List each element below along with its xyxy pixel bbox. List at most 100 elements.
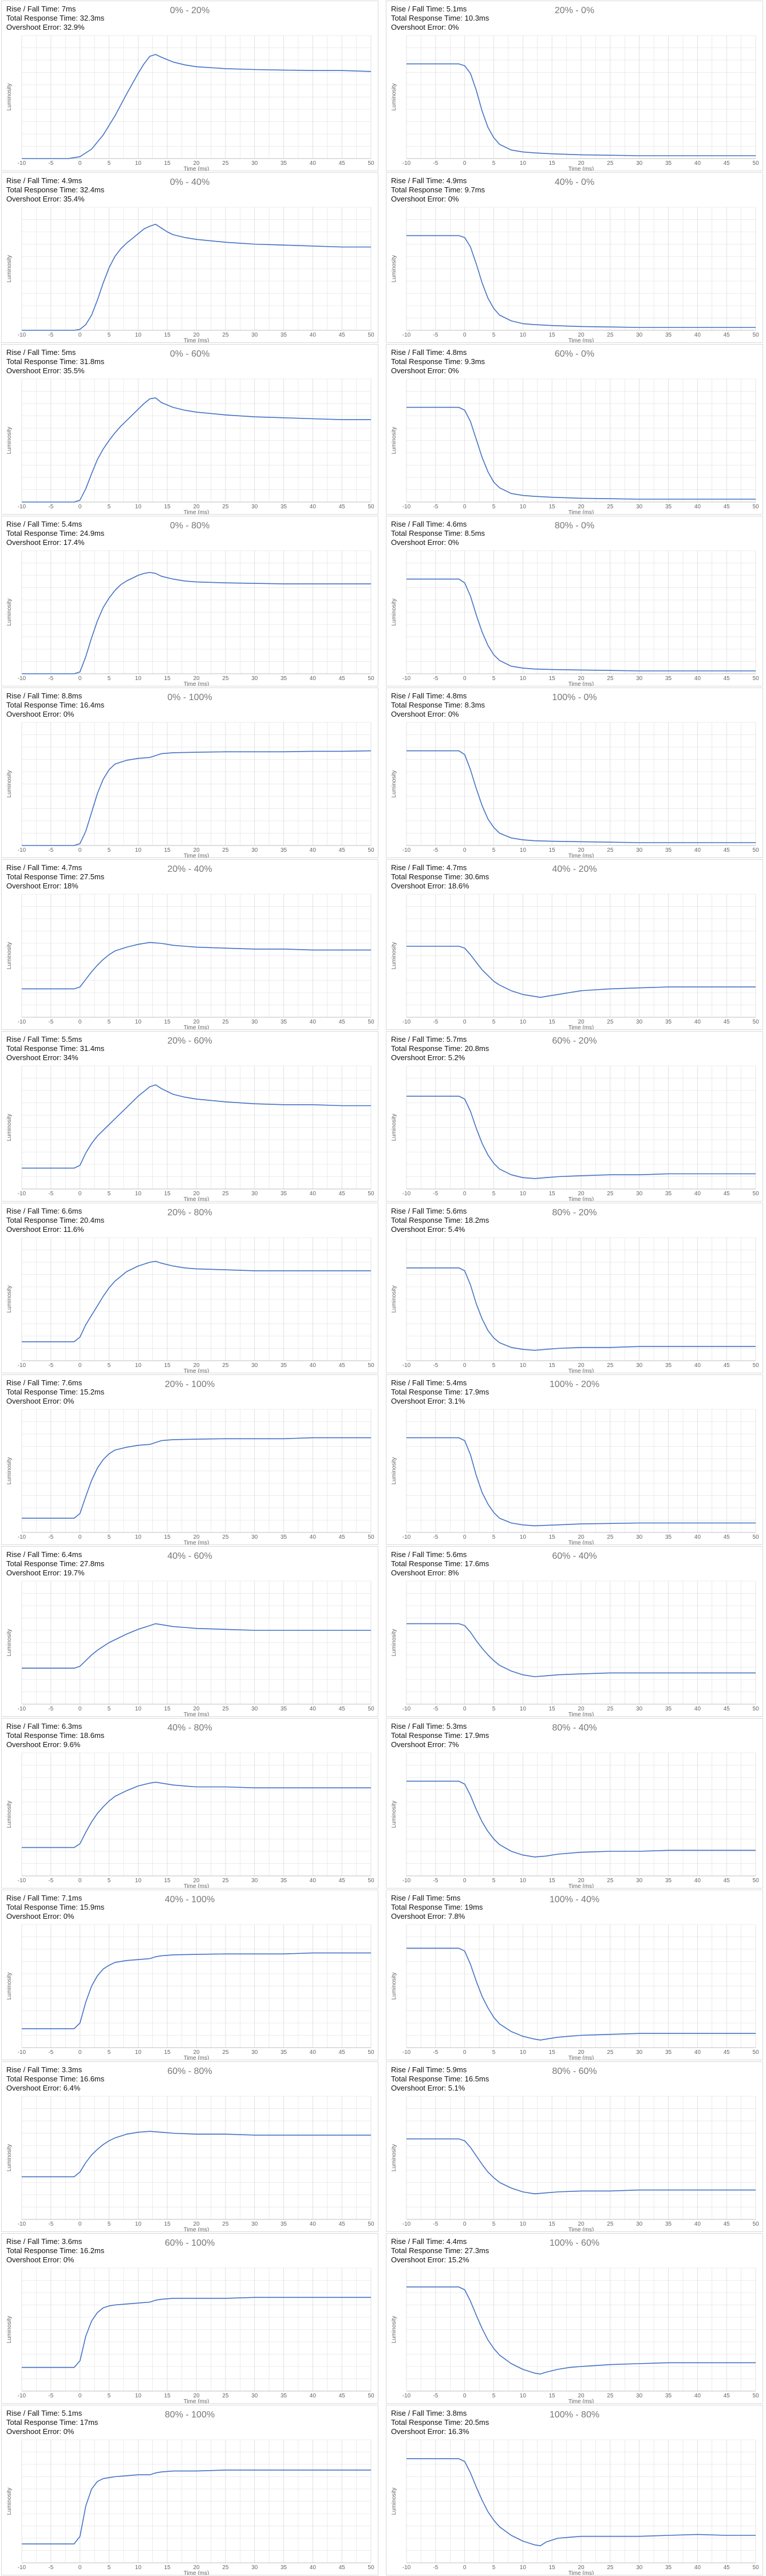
x-tick-label: 50 xyxy=(752,2221,759,2227)
rise-fall-time: Rise / Fall Time: 4.6ms xyxy=(391,520,467,528)
x-tick-label: 45 xyxy=(339,1878,346,1884)
stats-block: Rise / Fall Time: 6.3ms Total Response Ti… xyxy=(6,1722,104,1749)
x-tick-label: 20 xyxy=(578,2565,585,2571)
total-response-time: Total Response Time: 30.6ms xyxy=(391,872,489,881)
y-axis-label: Luminosity xyxy=(391,1457,397,1485)
stats-block: Rise / Fall Time: 5.1ms Total Response Ti… xyxy=(391,5,489,32)
x-tick-label: 30 xyxy=(251,332,258,338)
x-tick-label: 5 xyxy=(492,332,496,338)
x-tick-label: 15 xyxy=(164,504,171,510)
overshoot-error: Overshoot Error: 0% xyxy=(6,2255,74,2264)
x-tick-label: 10 xyxy=(135,1019,142,1025)
gridlines xyxy=(21,378,372,503)
x-tick-label: 10 xyxy=(135,1878,142,1884)
chart-panel: Rise / Fall Time: 4.7ms Total Response Ti… xyxy=(386,859,763,1030)
chart-title: 80% - 60% xyxy=(552,2067,597,2076)
x-tick-label: 50 xyxy=(368,2049,374,2056)
chart-plot: -10 -5 0 5 10 15 20 25 30 35 40 45 50 Time (ms) Lumino… xyxy=(391,1237,759,1373)
x-tick-label: -10 xyxy=(18,675,26,682)
x-axis-label: Time (ms) xyxy=(568,1196,594,1202)
overshoot-error: Overshoot Error: 0% xyxy=(6,1397,74,1405)
x-tick-label: -10 xyxy=(18,1534,26,1540)
y-axis-label: Luminosity xyxy=(391,1629,397,1657)
stats-block: Rise / Fall Time: 7.6ms Total Response Ti… xyxy=(6,1378,104,1406)
x-tick-label: 30 xyxy=(636,1362,643,1369)
x-tick-label: 10 xyxy=(520,2393,527,2399)
stats-block: Rise / Fall Time: 3.6ms Total Response Ti… xyxy=(6,2237,104,2265)
overshoot-error: Overshoot Error: 17.4% xyxy=(6,538,85,547)
chart-panel: Rise / Fall Time: 4.9ms Total Response Ti… xyxy=(1,172,378,343)
x-tick-label: -5 xyxy=(48,504,53,510)
x-tick-label: 20 xyxy=(193,160,200,167)
x-tick-label: 0 xyxy=(463,675,467,682)
gridlines xyxy=(406,2267,756,2392)
chart-panel: Rise / Fall Time: 7ms Total Response Time… xyxy=(1,1,378,171)
overshoot-error: Overshoot Error: 16.3% xyxy=(391,2427,469,2436)
x-tick-label: 50 xyxy=(368,1534,374,1540)
rise-fall-time: Rise / Fall Time: 3.3ms xyxy=(6,2065,82,2074)
x-tick-label: 15 xyxy=(164,675,171,682)
chart-plot: -10 -5 0 5 10 15 20 25 30 35 40 45 50 Time (ms) Lumino… xyxy=(391,1065,759,1202)
x-tick-label: 0 xyxy=(463,1191,467,1197)
y-axis-label: Luminosity xyxy=(6,1801,13,1828)
x-tick-label: -5 xyxy=(48,1019,53,1025)
x-tick-label: 45 xyxy=(724,1362,731,1369)
overshoot-error: Overshoot Error: 18% xyxy=(6,882,78,890)
x-axis-label: Time (ms) xyxy=(184,2055,210,2060)
stats-block: Rise / Fall Time: 7.1ms Total Response Ti… xyxy=(6,1894,104,1921)
x-tick-label: 40 xyxy=(310,332,317,338)
gridlines xyxy=(21,1409,372,1533)
x-axis-label: Time (ms) xyxy=(568,1883,594,1888)
gridlines xyxy=(21,1924,372,2048)
overshoot-error: Overshoot Error: 34% xyxy=(6,1053,78,1062)
x-tick-label: 0 xyxy=(78,2565,82,2571)
chart-title: 40% - 80% xyxy=(167,1723,212,1733)
x-tick-label: -5 xyxy=(433,1878,438,1884)
x-tick-label: 10 xyxy=(135,2049,142,2056)
x-tick-label: 35 xyxy=(665,160,672,167)
x-tick-label: 0 xyxy=(78,1362,82,1369)
chart-panel: Rise / Fall Time: 5.9ms Total Response Ti… xyxy=(386,2061,763,2232)
x-tick-label: -5 xyxy=(48,2565,53,2571)
x-tick-label: 30 xyxy=(636,160,643,167)
x-tick-label: 10 xyxy=(135,332,142,338)
x-tick-label: 30 xyxy=(636,675,643,682)
x-tick-label: 45 xyxy=(339,2049,346,2056)
x-tick-label: 5 xyxy=(108,160,111,167)
x-tick-label: 0 xyxy=(463,332,467,338)
chart-title: 40% - 0% xyxy=(554,177,595,187)
rise-fall-time: Rise / Fall Time: 4.7ms xyxy=(6,863,82,872)
overshoot-error: Overshoot Error: 5.1% xyxy=(391,2084,465,2092)
x-tick-label: 0 xyxy=(78,2221,82,2227)
x-tick-label: -10 xyxy=(402,1878,411,1884)
luminosity-series-line xyxy=(22,54,372,159)
x-tick-label: 35 xyxy=(665,2221,672,2227)
x-tick-label: 10 xyxy=(520,504,527,510)
rise-fall-time: Rise / Fall Time: 3.6ms xyxy=(6,2237,82,2246)
chart-plot: -10 -5 0 5 10 15 20 25 30 35 40 45 50 Time (ms) Lumino… xyxy=(6,2267,374,2403)
rise-fall-time: Rise / Fall Time: 5.1ms xyxy=(391,5,467,13)
luminosity-series-line xyxy=(406,2138,756,2195)
total-response-time: Total Response Time: 27.8ms xyxy=(6,1559,105,1568)
y-axis-label: Luminosity xyxy=(6,1286,13,1313)
x-tick-label: 35 xyxy=(665,1706,672,1712)
x-tick-label: -10 xyxy=(18,1019,26,1025)
total-response-time: Total Response Time: 9.3ms xyxy=(391,357,485,366)
luminosity-series-line xyxy=(406,63,756,156)
total-response-time: Total Response Time: 32.3ms xyxy=(6,14,105,22)
rise-fall-time: Rise / Fall Time: 6.6ms xyxy=(6,1207,82,1215)
x-tick-label: 40 xyxy=(310,2049,317,2056)
x-tick-label: -5 xyxy=(433,332,438,338)
x-tick-label: 30 xyxy=(251,2049,258,2056)
total-response-time: Total Response Time: 15.2ms xyxy=(6,1388,105,1396)
x-tick-label: 20 xyxy=(193,847,200,854)
x-tick-label: 5 xyxy=(492,1019,496,1025)
gridlines xyxy=(21,1752,372,1876)
gridlines xyxy=(21,722,372,846)
x-tick-label: 25 xyxy=(222,1534,229,1540)
x-tick-label: -5 xyxy=(433,504,438,510)
x-tick-label: 20 xyxy=(578,504,585,510)
x-axis-label: Time (ms) xyxy=(568,1368,594,1373)
x-tick-label: 50 xyxy=(752,1191,759,1197)
x-tick-label: 25 xyxy=(222,1362,229,1369)
